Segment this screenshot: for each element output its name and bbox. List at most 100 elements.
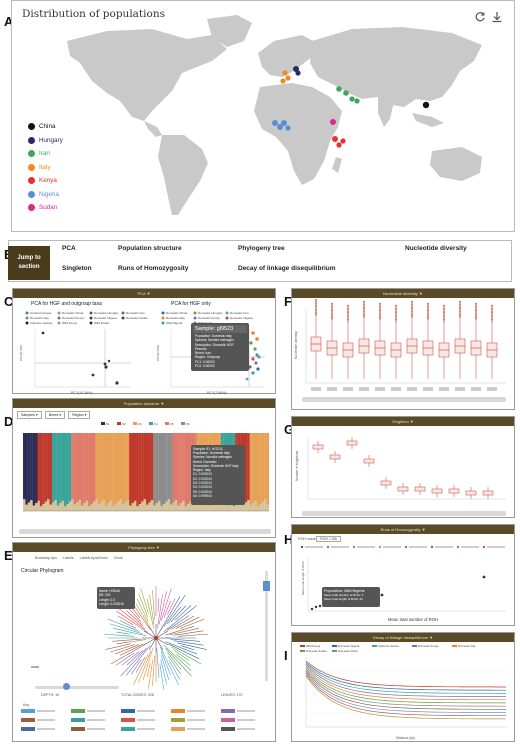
- nav-link-decay-ld[interactable]: Decay of linkage disequilibrium: [238, 265, 336, 272]
- admixture-bar: [102, 433, 106, 501]
- ld-curve: [305, 669, 507, 707]
- map-legend-item[interactable]: Iran: [28, 150, 50, 157]
- svg-text:Vulturine Guinea: Vulturine Guinea: [30, 321, 53, 325]
- svg-text:Domestic Hungary: Domestic Hungary: [94, 311, 119, 315]
- outlier: [491, 317, 493, 319]
- admixture-bar: [124, 502, 127, 511]
- admixture-bar: [49, 504, 53, 511]
- nav-link-singleton[interactable]: Singleton: [62, 265, 92, 272]
- option-bootstrap-tips[interactable]: Bootstrap tips: [35, 556, 57, 560]
- nucleotide-ylabel: Nucleotide diversity: [294, 331, 298, 359]
- singleton-boxplot: Number of singletons: [295, 437, 506, 516]
- outlier: [475, 305, 477, 308]
- admixture-bar: [218, 504, 221, 511]
- tree-branch: [114, 644, 140, 655]
- admixture-bar: [252, 503, 255, 511]
- nucleotide-header[interactable]: Nucleotide diversity ▼: [292, 289, 514, 298]
- tooltip-line: BS: 100: [99, 593, 111, 598]
- key-swatch: [171, 727, 185, 731]
- admixture-bar: [68, 501, 72, 511]
- admixture-bar: [49, 433, 53, 505]
- admixture-bar: [162, 433, 166, 504]
- map-legend-item[interactable]: Hungary: [28, 136, 63, 144]
- pca-panel: PCA ▼ PCA for HGF and outgroup taxa PCA …: [12, 288, 276, 395]
- ld-header[interactable]: Decay of linkage disequilibrium ▼: [292, 633, 514, 642]
- option-circle[interactable]: Circle: [113, 556, 123, 560]
- box: [363, 458, 375, 464]
- admixture-bar: [133, 500, 137, 511]
- map-legend-item[interactable]: Sudan: [28, 204, 57, 211]
- roh-select[interactable]: ROH 1 Mb: [316, 536, 341, 542]
- structure-scrollbar[interactable]: [19, 529, 271, 534]
- tooltip-line: Length: 0.3: [99, 597, 115, 602]
- outlier: [363, 302, 365, 304]
- option-labels-links[interactable]: Labels tip/all links: [79, 556, 108, 560]
- dropdown-samples[interactable]: Samples ▾: [17, 411, 42, 419]
- admixture-bar: [244, 502, 248, 511]
- map-legend-item[interactable]: China: [28, 123, 55, 130]
- structure-header[interactable]: Population structure ▼: [13, 399, 275, 408]
- pca-tooltip: Sample: gl9523 Population: Domestic Ital…: [191, 323, 249, 371]
- map-legend-item[interactable]: Italy: [28, 163, 51, 171]
- map-legend-label: Sudan: [39, 204, 58, 211]
- nav-link-pca[interactable]: PCA: [62, 245, 76, 252]
- option-labels[interactable]: Labels: [62, 556, 74, 560]
- phylogeny-header[interactable]: Phylogeny tree ▼: [13, 543, 275, 552]
- outlier: [379, 314, 381, 316]
- dropdown-region[interactable]: Region ▾: [68, 411, 91, 419]
- key-text-stub: [37, 728, 55, 730]
- tree-branch: [133, 654, 149, 685]
- outlier: [379, 316, 381, 319]
- outlier: [475, 312, 477, 315]
- outlier: [347, 309, 349, 311]
- key-text-stub: [237, 719, 255, 721]
- roh-tooltip: Population: Wild Nigeria Mean total numb…: [322, 587, 380, 607]
- outlier: [347, 314, 349, 317]
- outlier: [315, 308, 317, 311]
- outlier: [443, 311, 445, 314]
- download-icon[interactable]: [491, 11, 503, 23]
- panel-label-g: G: [284, 422, 295, 437]
- singleton-header[interactable]: Singleton ▼: [292, 417, 514, 426]
- total-nodes-readout: TOTAL NODES: 326: [121, 693, 154, 697]
- nav-link-runs-of-homozygosity[interactable]: Runs of Homozygosity: [118, 265, 189, 272]
- tick-stub: [375, 387, 385, 391]
- tree-branch: [168, 643, 200, 660]
- box: [414, 486, 426, 492]
- admixture-bar: [261, 433, 265, 502]
- admixture-bar: [25, 433, 28, 505]
- nav-link-phylogeny-tree[interactable]: Phylogeny tree: [238, 245, 285, 252]
- pca-header[interactable]: PCA ▼: [13, 289, 275, 298]
- map-legend-item[interactable]: Nigeria: [28, 190, 59, 198]
- refresh-icon[interactable]: [474, 11, 486, 23]
- admixture-bar: [249, 505, 253, 511]
- admixture-bar: [174, 433, 178, 501]
- outlier: [491, 306, 493, 308]
- admixture-bar: [121, 504, 125, 511]
- outlier: [347, 317, 349, 319]
- tree-branch: [180, 618, 205, 629]
- nav-link-population-structure[interactable]: Population structure: [118, 245, 182, 252]
- key-text-stub: [137, 710, 155, 712]
- key-text-stub: [37, 719, 55, 721]
- outlier: [443, 304, 445, 307]
- roh-header[interactable]: Runs of Homozygosity ▼: [292, 525, 514, 534]
- admixture-bar: [68, 433, 72, 502]
- nucleotide-boxplot: Nucleotide diversity: [294, 299, 506, 402]
- map-legend-item[interactable]: Kenya: [28, 177, 57, 184]
- key-text-stub: [137, 728, 155, 730]
- depth-slider-handle[interactable]: [63, 683, 70, 690]
- admixture-bar: [182, 433, 185, 501]
- tree-branch: [135, 656, 146, 673]
- svg-text:PC2(5.62%): PC2(5.62%): [156, 345, 160, 361]
- roh-legend-text-stub: [487, 546, 505, 548]
- outlier: [459, 313, 461, 315]
- admixture-bar: [90, 433, 94, 504]
- depth-slider[interactable]: [35, 686, 119, 689]
- roh-legend-dot: [430, 545, 434, 549]
- nav-link-nucleotide-diversity[interactable]: Nucleotide diversity: [405, 245, 467, 252]
- svg-text:Wild Sudan: Wild Sudan: [94, 321, 110, 325]
- admixture-bar: [254, 500, 258, 511]
- outlier: [443, 317, 445, 319]
- dropdown-breed[interactable]: Breed ▾: [44, 411, 66, 419]
